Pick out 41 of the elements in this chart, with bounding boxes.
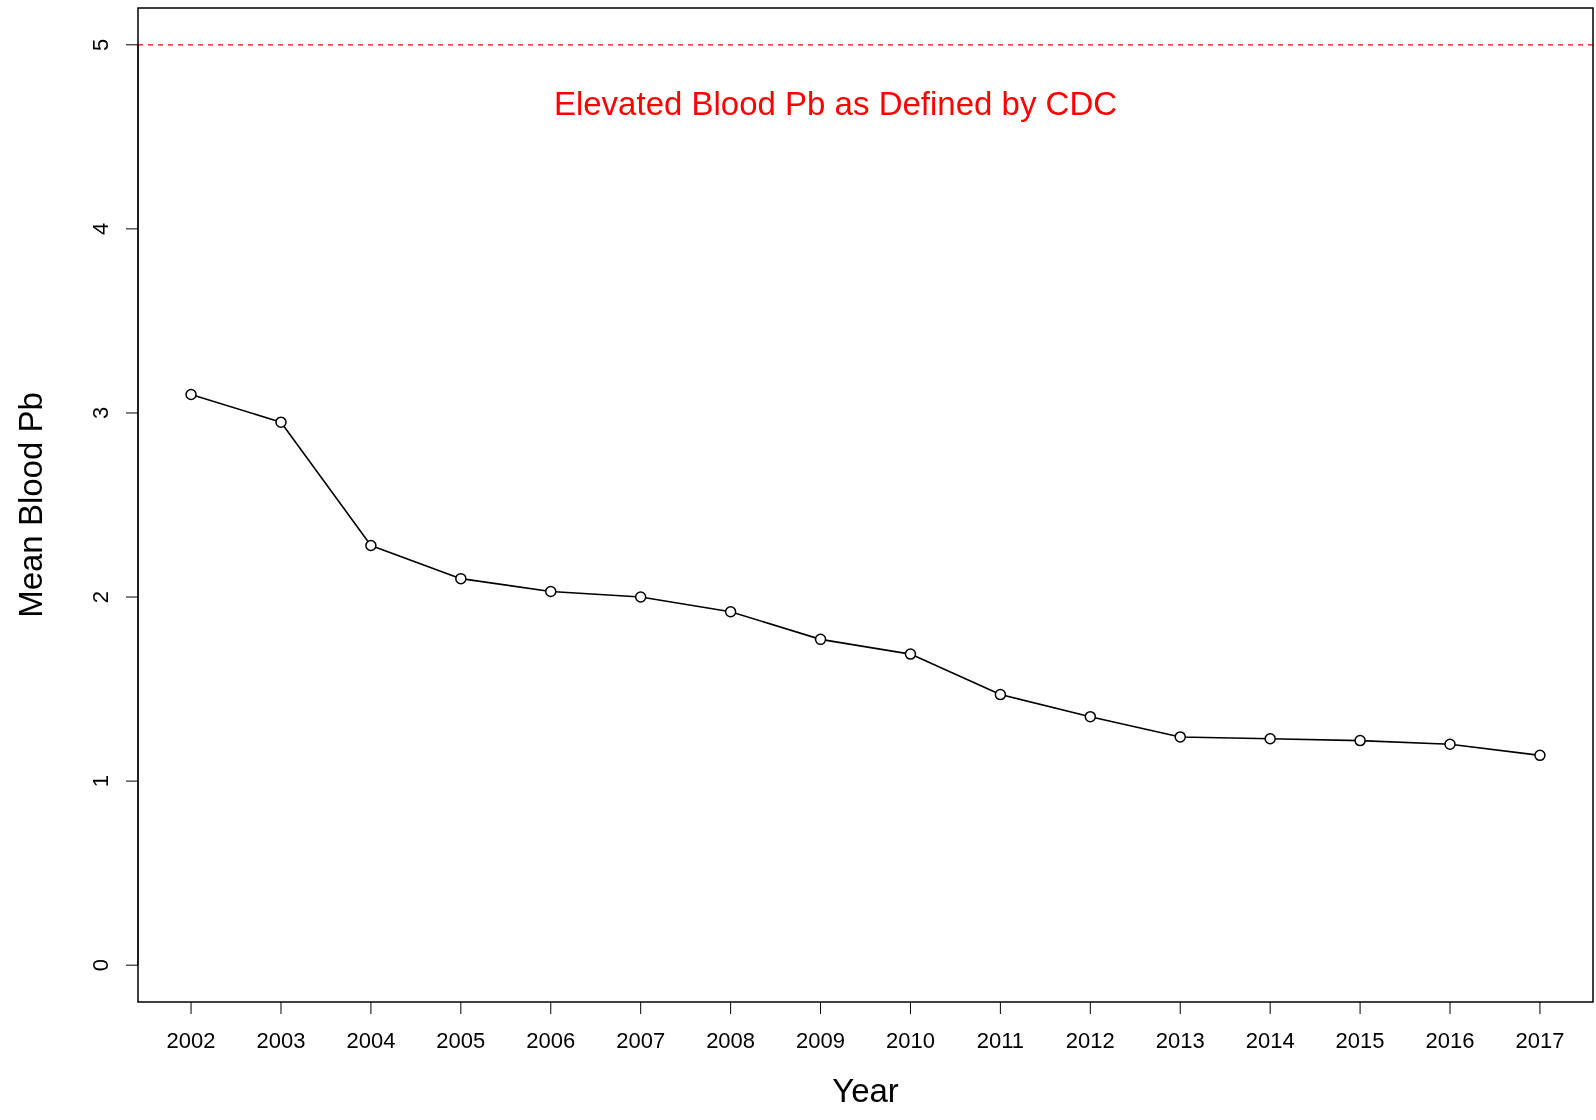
point: [994, 688, 1007, 701]
point: [455, 572, 467, 585]
y-tick-label: 1: [88, 774, 113, 788]
x-axis-title: Year: [832, 1072, 899, 1109]
x-tick-label: 2014: [1245, 1028, 1295, 1053]
x-tick-label: 2008: [706, 1028, 756, 1053]
x-tick-label: 2006: [526, 1028, 576, 1053]
point: [1264, 733, 1276, 745]
point: [1354, 734, 1366, 747]
x-tick-label: 2005: [436, 1028, 486, 1053]
x-tick-label: 2012: [1065, 1028, 1115, 1053]
x-tick-label: 2016: [1425, 1028, 1475, 1053]
y-axis-title: Mean Blood Pb: [12, 392, 49, 618]
point: [634, 591, 647, 603]
point: [724, 606, 737, 618]
point: [185, 388, 197, 401]
point: [365, 539, 377, 552]
point: [275, 416, 287, 428]
x-tick-label: 2004: [346, 1028, 396, 1053]
x-tick-label: 2003: [256, 1028, 306, 1053]
x-tick-label: 2015: [1335, 1028, 1385, 1053]
point: [1444, 738, 1456, 751]
y-tick-label: 3: [88, 406, 113, 420]
x-tick-label: 2007: [616, 1028, 666, 1053]
point: [814, 633, 827, 646]
y-tick-label: 4: [88, 222, 113, 236]
x-tick-label: 2002: [166, 1028, 216, 1053]
point: [904, 648, 917, 660]
x-tick-label: 2013: [1155, 1028, 1205, 1053]
x-tick-label: 2017: [1515, 1028, 1565, 1053]
y-tick-label: 2: [88, 590, 113, 604]
point: [1174, 731, 1186, 743]
y-tick-label: 5: [88, 38, 113, 51]
x-tick-label: 2011: [976, 1028, 1025, 1053]
point: [545, 585, 557, 598]
point: [1084, 710, 1097, 723]
ref-line-label: Elevated Blood Pb as Defined by CDC: [553, 84, 1118, 122]
y-tick-label: 0: [88, 959, 113, 972]
x-tick-label: 2010: [885, 1028, 935, 1053]
point: [1534, 749, 1546, 762]
x-tick-label: 2009: [796, 1028, 846, 1053]
